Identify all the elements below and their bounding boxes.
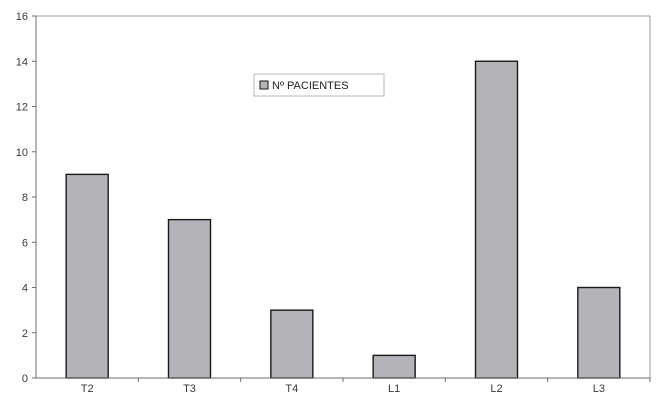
y-tick-label: 6 [22, 237, 28, 249]
y-tick-label: 2 [22, 328, 28, 340]
bar-l2 [474, 60, 519, 379]
bar-t3 [167, 218, 212, 379]
legend: Nº PACIENTES [253, 73, 385, 97]
legend-label: Nº PACIENTES [272, 80, 349, 92]
bar-t4 [270, 309, 314, 379]
chart-frame [36, 15, 651, 378]
x-tick-label: L1 [388, 383, 400, 394]
y-tick-label: 16 [16, 11, 28, 23]
legend-swatch [259, 80, 269, 90]
y-tick-label: 12 [16, 102, 28, 114]
x-tick-label: T4 [285, 383, 298, 394]
x-axis: T2 T3 T4 L1 L2 L3 [36, 377, 651, 394]
x-tick-label: T3 [183, 383, 196, 394]
y-tick-label: 10 [16, 147, 28, 159]
y-axis: 0 2 4 6 8 10 12 14 16 [16, 11, 37, 385]
bar-l1 [372, 354, 416, 379]
x-tick-label: L2 [490, 383, 502, 394]
legend-box [253, 73, 385, 97]
y-tick-label: 8 [22, 192, 28, 204]
y-tick-label: 4 [22, 283, 28, 295]
x-tick-label: L3 [593, 383, 605, 394]
bars [65, 60, 621, 379]
x-tick-label: T2 [81, 383, 94, 394]
y-tick-label: 14 [16, 56, 28, 68]
bar-l3 [577, 286, 621, 379]
bar-t2 [65, 173, 109, 379]
y-tick-label: 0 [22, 373, 28, 385]
